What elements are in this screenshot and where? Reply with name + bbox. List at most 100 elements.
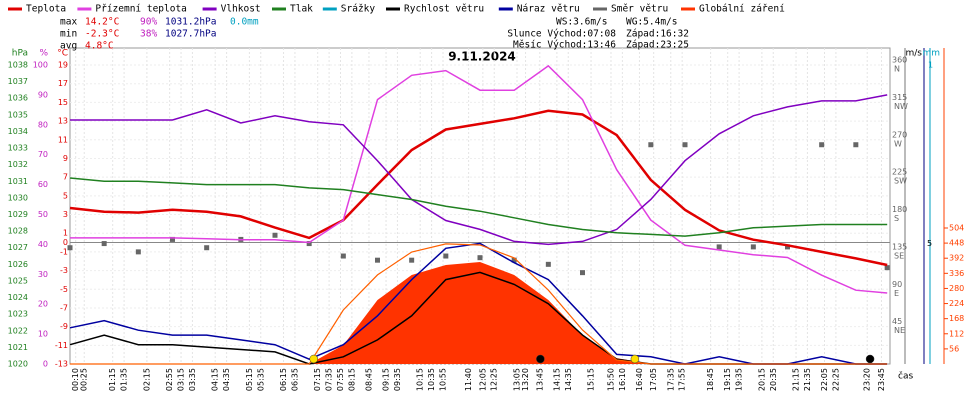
stat-text: -2.3°C xyxy=(85,29,119,40)
y-tick-label: 19 xyxy=(58,61,68,70)
stat-text: avg xyxy=(60,41,77,52)
x-tick-label: 17:55 xyxy=(678,368,687,391)
x-tick-label: 06:15 xyxy=(279,368,288,391)
stat-text: 1031.2hPa xyxy=(165,17,216,28)
moon-marker xyxy=(536,354,545,364)
axis-unit: hPa xyxy=(12,49,28,59)
x-tick-label: 15:50 xyxy=(606,368,615,391)
direction-mark xyxy=(409,257,415,263)
direction-mark xyxy=(443,253,449,259)
stat-text: Západ:23:25 xyxy=(626,40,689,51)
x-tick-label: 10:15 xyxy=(416,368,425,391)
radiation-tick-label: 504 xyxy=(949,223,964,232)
x-tick-label: 09:35 xyxy=(393,368,402,391)
y-tick-label: 30 xyxy=(38,270,48,279)
x-tick-label: 04:35 xyxy=(222,368,231,391)
series-line xyxy=(70,94,888,246)
x-tick-label: 08:15 xyxy=(347,368,356,391)
x-tick-label: 22:05 xyxy=(820,368,829,391)
series-line xyxy=(70,243,888,365)
x-tick-label: 00:10 xyxy=(71,368,80,391)
y-tick-label: 1021 xyxy=(8,343,28,352)
x-tick-label: 10:35 xyxy=(427,368,436,391)
x-tick-label: 00:25 xyxy=(80,368,89,391)
x-axis-label: čas xyxy=(898,371,913,382)
y-tick-label: 10 xyxy=(38,330,48,339)
direction-tick-label: 90 xyxy=(892,280,902,289)
x-tick-label: 14:15 xyxy=(552,368,561,391)
direction-mark xyxy=(135,249,141,255)
x-tick-label: 01:15 xyxy=(108,368,117,391)
stat-text: Západ:16:32 xyxy=(626,29,689,40)
y-tick-label: 17 xyxy=(58,79,68,88)
x-tick-label: 23:45 xyxy=(877,368,886,391)
direction-tick-label: 270 xyxy=(892,130,907,139)
x-tick-label: 07:35 xyxy=(325,368,334,391)
y-tick-label: 1029 xyxy=(8,210,28,219)
stat-text: 0.0mm xyxy=(230,17,259,28)
x-tick-label: 10:55 xyxy=(438,368,447,391)
x-tick-label: 03:15 xyxy=(177,368,186,391)
x-tick-label: 12:25 xyxy=(490,368,499,391)
x-tick-label: 17:35 xyxy=(666,368,675,391)
y-tick-label: 40 xyxy=(38,240,48,249)
y-tick-label: 1 xyxy=(63,229,68,238)
legend-label: Tlak xyxy=(290,4,313,15)
y-tick-label: 90 xyxy=(38,90,48,99)
radiation-tick-label: 280 xyxy=(949,284,964,293)
compass-label: NW xyxy=(894,102,908,111)
legend-label: Přízemní teplota xyxy=(95,4,187,15)
x-tick-label: 16:10 xyxy=(618,368,627,391)
radiation-tick-label: 224 xyxy=(949,299,964,308)
y-tick-label: 1033 xyxy=(8,144,28,153)
direction-mark xyxy=(785,244,790,250)
series-line xyxy=(69,177,888,237)
compass-label: S xyxy=(894,214,899,223)
y-tick-label: 11 xyxy=(58,135,68,144)
compass-label: W xyxy=(894,139,902,148)
y-tick-label: 80 xyxy=(38,120,48,129)
x-tick-label: 02:55 xyxy=(165,368,174,391)
y-tick-label: 9 xyxy=(63,154,68,163)
direction-mark xyxy=(340,253,346,259)
y-tick-label: 3 xyxy=(63,210,68,219)
radiation-tick-label: 336 xyxy=(949,269,964,278)
y-tick-label: 20 xyxy=(38,300,48,309)
direction-mark xyxy=(306,241,312,247)
y-tick-label: -9 xyxy=(60,322,68,331)
y-tick-label: 13 xyxy=(58,117,68,126)
direction-mark xyxy=(170,236,175,242)
direction-mark xyxy=(477,255,483,261)
direction-tick-label: 315 xyxy=(892,93,907,102)
direction-tick-label: 45 xyxy=(892,317,902,326)
wind-top-label: 1 xyxy=(928,61,933,70)
y-tick-label: -13 xyxy=(55,360,68,369)
stat-text: 14.2°C xyxy=(85,17,119,28)
direction-mark xyxy=(545,261,551,267)
x-tick-label: 03:35 xyxy=(188,368,197,391)
y-tick-label: -7 xyxy=(60,303,68,312)
y-tick-label: 1032 xyxy=(8,160,28,169)
y-tick-label: 1028 xyxy=(8,227,28,236)
y-tick-label: -11 xyxy=(55,341,68,350)
moon-marker xyxy=(865,354,875,364)
compass-label: SW xyxy=(894,177,907,186)
y-tick-label: 1037 xyxy=(8,77,28,86)
stat-text: Měsíc Východ:13:46 xyxy=(513,40,616,51)
x-tick-label: 05:15 xyxy=(245,368,254,391)
y-tick-label: -3 xyxy=(60,266,68,275)
x-tick-label: 16:40 xyxy=(635,368,644,391)
x-tick-label: 12:05 xyxy=(478,368,487,391)
x-tick-label: 22:25 xyxy=(831,368,840,391)
y-tick-label: 50 xyxy=(38,210,48,219)
y-tick-label: 1025 xyxy=(8,276,28,285)
direction-mark xyxy=(375,257,380,263)
x-tick-label: 19:35 xyxy=(735,368,744,391)
stat-text: max xyxy=(60,17,77,28)
stat-text: min xyxy=(60,29,77,40)
legend-label: Teplota xyxy=(26,4,66,15)
legend-label: Směr větru xyxy=(611,4,668,15)
x-tick-label: 09:15 xyxy=(382,368,391,391)
y-tick-label: 1022 xyxy=(8,326,28,335)
